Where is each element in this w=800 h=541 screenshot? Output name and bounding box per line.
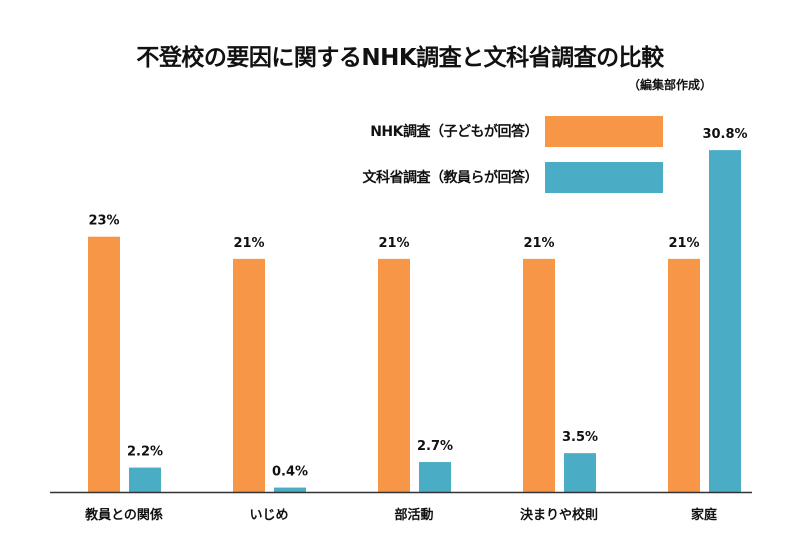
legend-swatch-mext <box>545 162 663 193</box>
chart-subtitle: （編集部作成） <box>627 78 712 92</box>
data-label: 23% <box>88 214 119 229</box>
data-label: 21% <box>378 236 409 251</box>
data-label: 2.2% <box>127 445 163 460</box>
bar-nhk <box>378 258 410 492</box>
bar-mext <box>274 487 306 492</box>
chart-title: 不登校の要因に関するNHK調査と文科省調査の比較 <box>136 45 664 71</box>
data-label: 21% <box>523 236 554 251</box>
data-label: 3.5% <box>562 430 598 445</box>
category-label: 教員との関係 <box>84 507 163 523</box>
category-label: いじめ <box>249 508 288 523</box>
legend-label-mext: 文科省調査（教員らが回答） <box>362 170 539 186</box>
category-label: 決まりや校則 <box>520 507 598 523</box>
bar-nhk <box>88 236 120 492</box>
bar-nhk <box>668 258 700 492</box>
data-label: 30.8% <box>702 127 747 142</box>
legend-label-nhk: NHK調査（子どもが回答） <box>370 124 538 140</box>
data-label: 21% <box>668 236 699 251</box>
bar-mext <box>419 462 451 492</box>
bar-mext <box>709 150 741 492</box>
bar-nhk <box>233 258 265 492</box>
data-label: 21% <box>233 236 264 251</box>
legend-swatch-nhk <box>545 116 663 147</box>
bar-nhk <box>523 258 555 492</box>
category-label: 部活動 <box>394 507 433 523</box>
data-label: 0.4% <box>272 465 308 480</box>
bar-mext <box>564 453 596 492</box>
data-label: 2.7% <box>417 439 453 454</box>
bar-mext <box>129 467 161 492</box>
category-label: 家庭 <box>691 507 718 523</box>
